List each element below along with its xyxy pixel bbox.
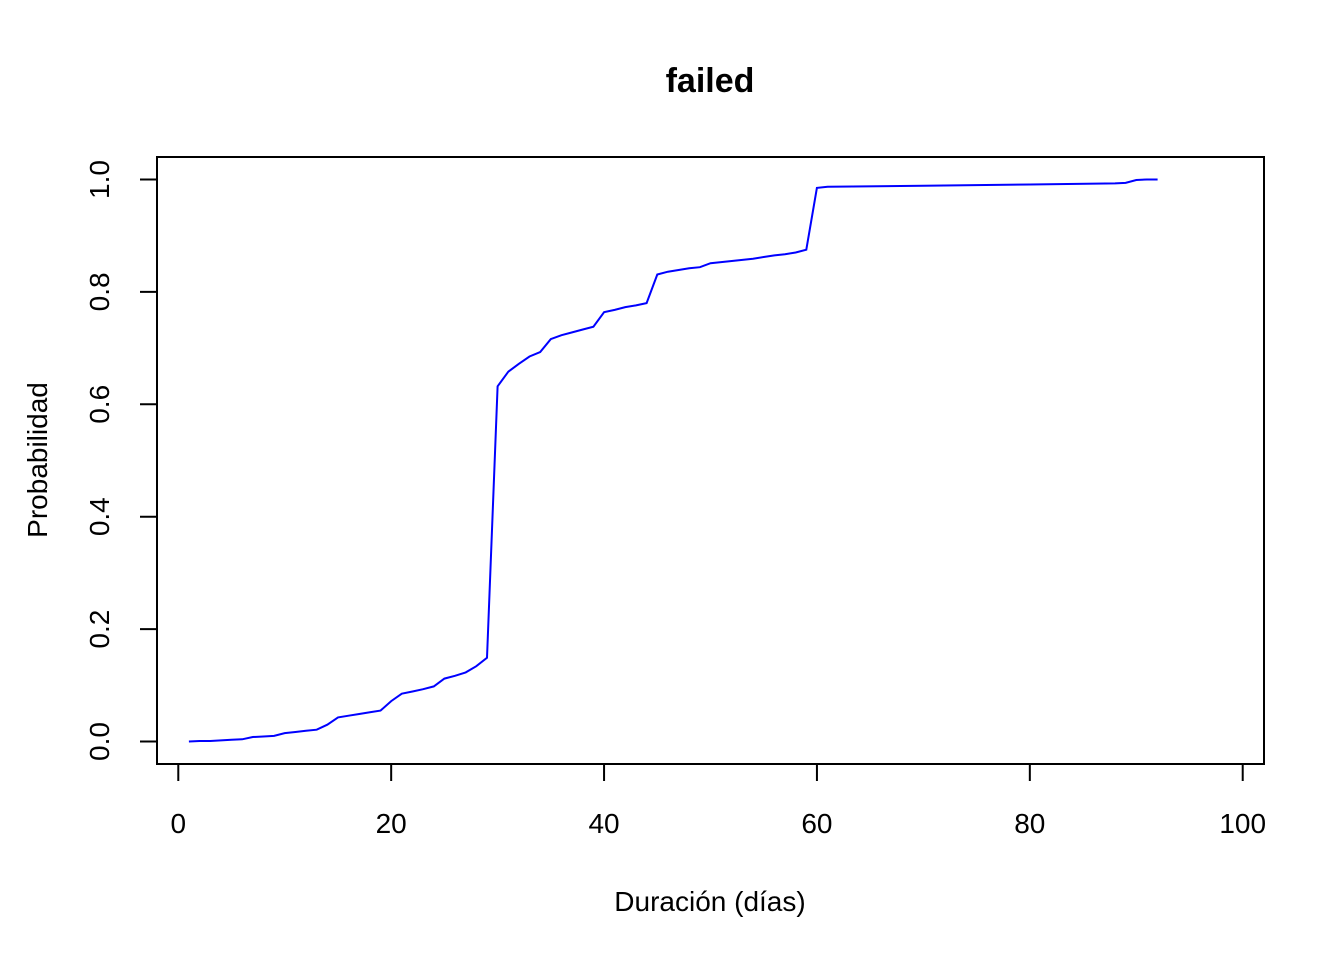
- x-axis: 0 20 40 60 80 100: [170, 763, 1266, 839]
- y-tick-label: 0.8: [84, 272, 115, 311]
- y-tick-label: 0.0: [84, 722, 115, 761]
- y-tick-label: 1.0: [84, 160, 115, 199]
- y-axis: 0.0 0.2 0.4 0.6 0.8 1.0: [84, 160, 158, 761]
- x-tick-label: 60: [801, 808, 832, 839]
- x-axis-label: Duración (días): [614, 886, 805, 917]
- x-tick-label: 0: [170, 808, 186, 839]
- series-group: [188, 178, 1158, 743]
- y-tick-label: 0.6: [84, 385, 115, 424]
- chart-title: failed: [666, 62, 755, 100]
- plot-frame: [156, 156, 1265, 765]
- y-tick-label: 0.2: [84, 610, 115, 649]
- x-tick-label: 100: [1219, 808, 1266, 839]
- series-line: [188, 178, 1158, 743]
- x-tick-label: 40: [588, 808, 619, 839]
- y-tick-label: 0.4: [84, 497, 115, 536]
- x-tick-label: 80: [1014, 808, 1045, 839]
- y-axis-label: Probabilidad: [22, 382, 53, 538]
- x-tick-label: 20: [376, 808, 407, 839]
